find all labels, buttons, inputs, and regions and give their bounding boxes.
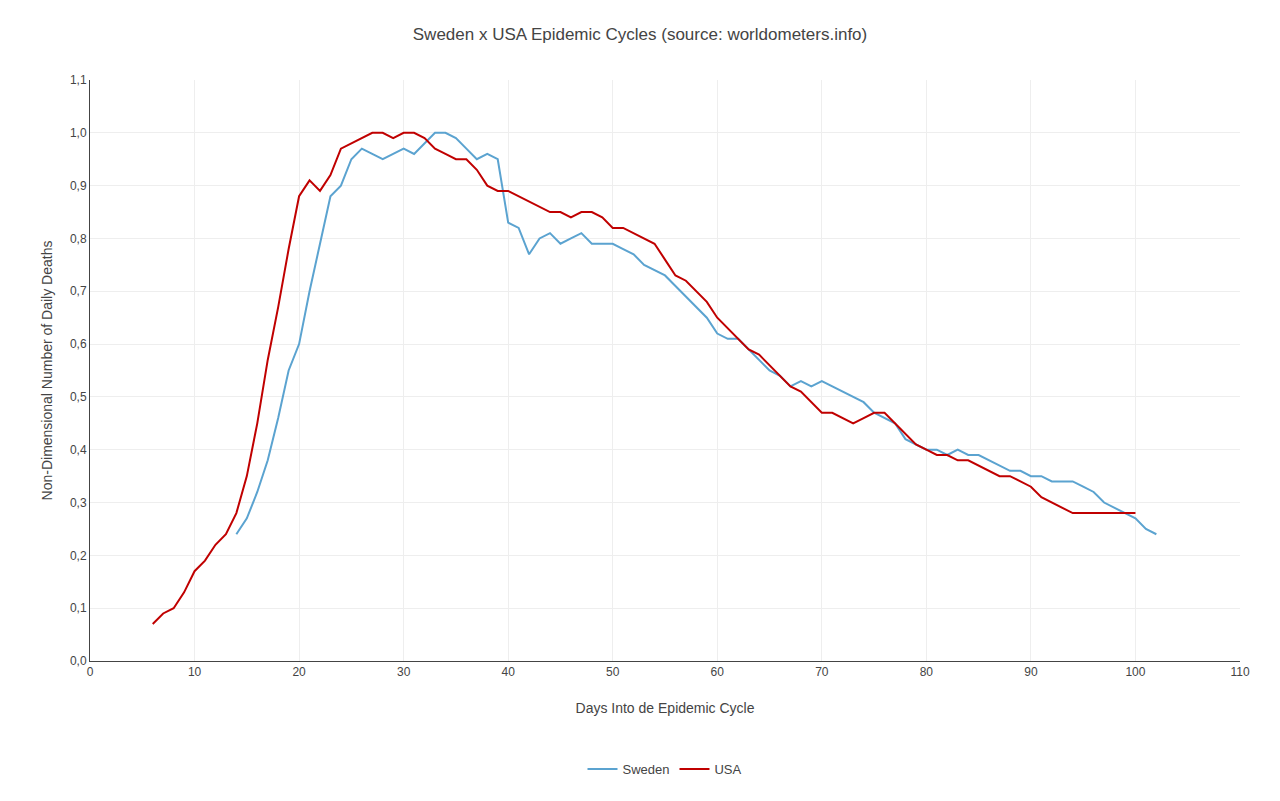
svg-text:0: 0 xyxy=(87,665,94,679)
svg-text:40: 40 xyxy=(502,665,516,679)
svg-text:1,1: 1,1 xyxy=(70,73,87,87)
svg-text:USA: USA xyxy=(714,762,741,777)
svg-text:10: 10 xyxy=(188,665,202,679)
svg-text:100: 100 xyxy=(1125,665,1145,679)
svg-text:0,2: 0,2 xyxy=(70,549,87,563)
svg-text:30: 30 xyxy=(397,665,411,679)
svg-text:0,0: 0,0 xyxy=(70,654,87,668)
svg-text:0,6: 0,6 xyxy=(70,337,87,351)
svg-text:90: 90 xyxy=(1024,665,1038,679)
svg-text:0,1: 0,1 xyxy=(70,601,87,615)
svg-text:0,8: 0,8 xyxy=(70,232,87,246)
svg-text:70: 70 xyxy=(815,665,829,679)
svg-text:0,5: 0,5 xyxy=(70,390,87,404)
svg-text:0,4: 0,4 xyxy=(70,443,87,457)
svg-text:80: 80 xyxy=(920,665,934,679)
svg-text:0,9: 0,9 xyxy=(70,179,87,193)
svg-text:60: 60 xyxy=(711,665,725,679)
svg-text:110: 110 xyxy=(1230,665,1249,679)
svg-text:Non-Dimensional Number of Dail: Non-Dimensional Number of Daily Deaths xyxy=(39,241,55,501)
svg-text:0,7: 0,7 xyxy=(70,284,87,298)
svg-text:0,3: 0,3 xyxy=(70,496,87,510)
svg-text:50: 50 xyxy=(606,665,620,679)
svg-text:Sweden x USA Epidemic Cycles (: Sweden x USA Epidemic Cycles (source: wo… xyxy=(413,25,867,44)
svg-text:Sweden: Sweden xyxy=(623,762,670,777)
svg-text:1,0: 1,0 xyxy=(70,126,87,140)
svg-text:Days Into de Epidemic Cycle: Days Into de Epidemic Cycle xyxy=(576,700,755,716)
svg-text:20: 20 xyxy=(292,665,306,679)
